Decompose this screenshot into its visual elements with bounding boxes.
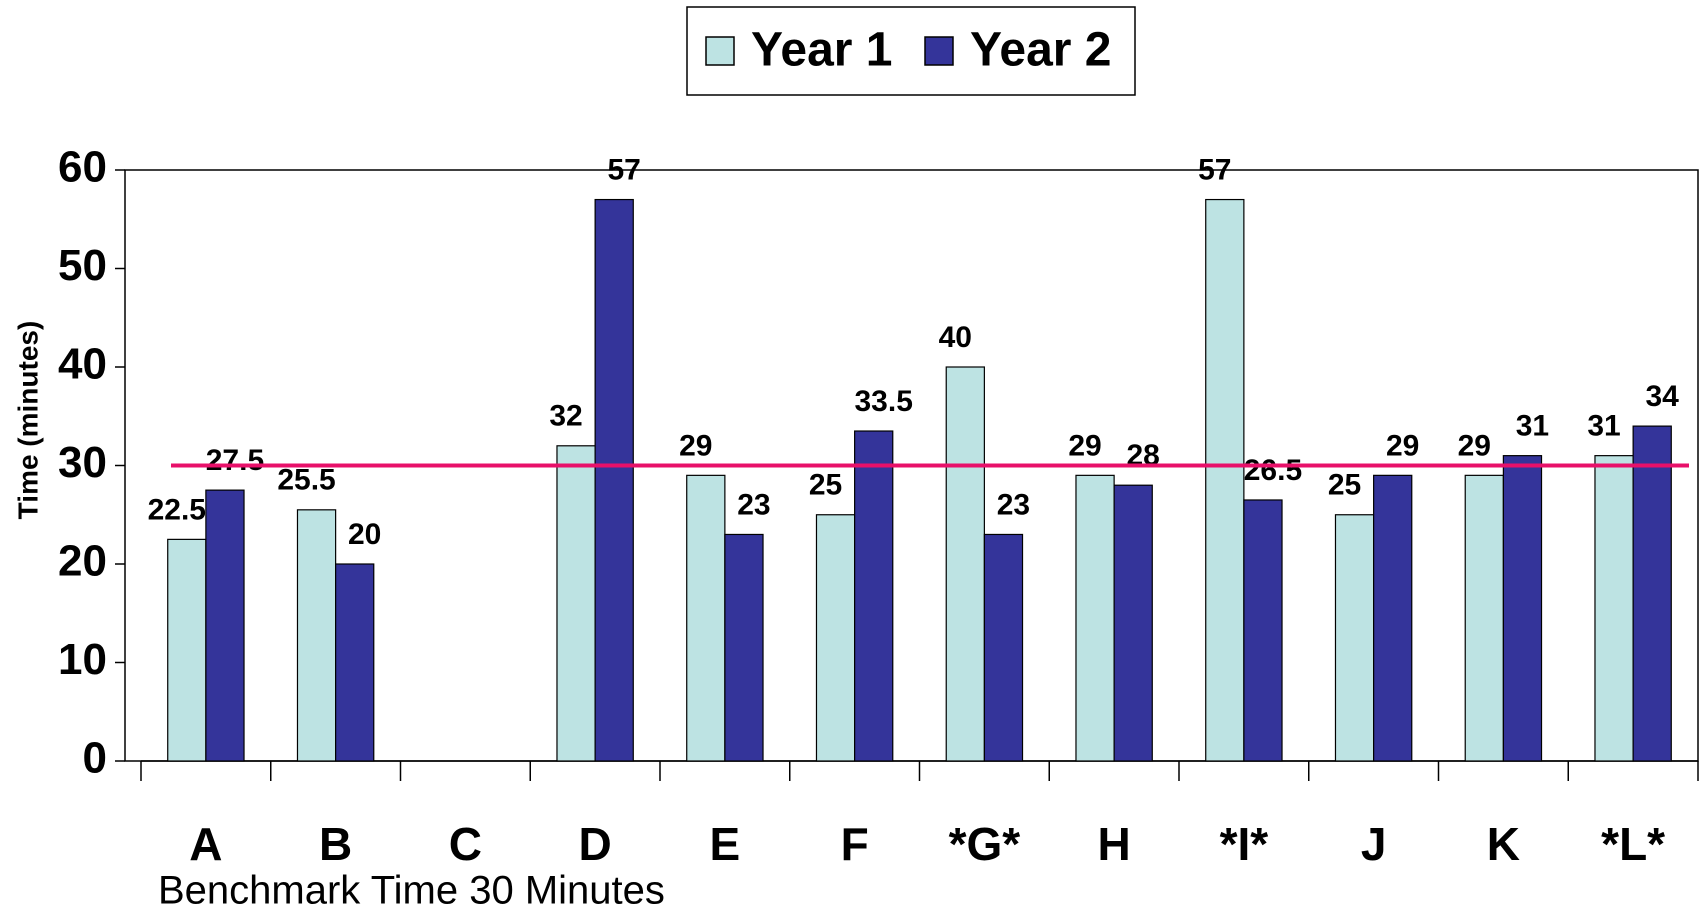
bar [1502,455,1543,762]
x-tick-label: D [579,818,612,870]
data-label: 33.5 [855,385,913,418]
data-label: 23 [997,488,1030,521]
bar [296,509,337,762]
bar [1113,484,1153,762]
y-tick-label: 30 [58,438,107,487]
x-tick-label: *L* [1601,818,1665,870]
legend-label: Year 2 [970,24,1111,77]
data-label: 34 [1646,380,1680,413]
legend-box [686,6,1136,96]
x-tick-label: K [1487,818,1520,870]
data-label: 25 [809,469,842,502]
data-label: 25 [1328,469,1361,502]
data-label: 29 [1386,429,1419,462]
bar [594,198,634,762]
legend-swatch [924,36,954,66]
bar [335,563,375,762]
x-tick-label: J [1361,818,1387,870]
legend-swatch [705,36,735,66]
data-label: 31 [1516,410,1549,443]
y-tick-label: 40 [58,340,107,389]
bar [724,533,764,762]
data-label: 32 [549,400,582,433]
x-tick-label: E [710,818,741,870]
data-label: 29 [1068,429,1101,462]
data-label: 22.5 [148,493,206,526]
x-tick-label: *G* [949,818,1021,870]
y-tick-label: 50 [58,241,107,290]
x-tick-label: H [1098,818,1131,870]
bar [205,489,245,762]
y-tick-label: 10 [58,635,107,684]
data-label: 25.5 [277,464,335,497]
caption: Benchmark Time 30 Minutes [158,869,665,912]
data-label: 57 [608,153,641,186]
bar [815,514,856,762]
y-axis-title: Time (minutes) [12,321,43,520]
bar [556,445,596,762]
y-tick-label: 20 [58,537,107,586]
bar [1632,425,1672,762]
data-label: 31 [1587,410,1620,443]
bar [686,474,726,762]
data-label: 57 [1198,153,1231,186]
data-label: 26.5 [1244,454,1302,487]
x-tick-label: C [449,818,482,870]
x-tick-label: B [319,818,352,870]
x-tick-label: A [189,818,222,870]
bar [1075,474,1115,762]
bar [983,533,1024,762]
data-label: 20 [348,518,381,551]
data-label: 40 [939,321,972,354]
data-label: 27.5 [206,444,264,477]
bar [945,366,985,762]
bar [1243,499,1283,762]
y-tick-label: 0 [83,734,107,783]
bar [1594,455,1634,762]
bar [1464,474,1504,762]
bar [1334,514,1375,762]
bar [1205,198,1245,762]
x-tick-label: F [841,818,869,870]
data-label: 29 [1458,429,1491,462]
legend-label: Year 1 [751,24,892,77]
bar [854,430,894,762]
x-tick-label: *I* [1220,818,1269,870]
bar [167,538,207,762]
bar [1373,474,1413,762]
y-tick-label: 60 [58,143,107,192]
data-label: 23 [737,488,770,521]
data-label: 29 [679,429,712,462]
